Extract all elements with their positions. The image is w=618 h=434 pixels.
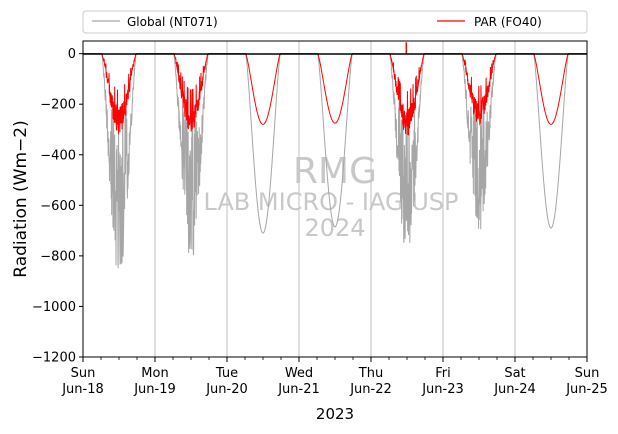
x-tick-label: Mon Jun-19 [133, 366, 176, 397]
legend: Global (NT071) PAR (FO40) [82, 10, 588, 34]
x-tick-label: Wed Jun-21 [277, 366, 320, 397]
x-tick-label: Sat Jun-24 [493, 366, 536, 397]
y-tick-label: −800 [40, 249, 76, 264]
x-tick-label: Fri Jun-23 [421, 366, 464, 397]
y-tick-label: −200 [40, 98, 76, 113]
series-par [83, 42, 587, 136]
x-tick-label: Tue Jun-20 [205, 366, 248, 397]
vertical-gridlines [154, 41, 516, 357]
y-tick-label: −400 [40, 148, 76, 163]
x-tick-label: Sun Jun-25 [565, 366, 608, 397]
watermark-line-1: RMG [293, 151, 377, 192]
y-tick-label: 0 [68, 47, 76, 62]
y-tick-label: −1000 [32, 300, 76, 315]
par-series-line [83, 53, 587, 136]
global-series-line [83, 53, 587, 269]
plot-area [83, 41, 587, 357]
legend-label-global: Global (NT071) [127, 15, 218, 29]
x-tick-label: Thu Jun-22 [349, 366, 392, 397]
x-axis-ticks: Sun Jun-18 Mon Jun-19 Tue Jun-20 Wed Jun-21 Thu J… [61, 357, 608, 397]
series-global [83, 53, 587, 269]
x-axis-label: 2023 [316, 405, 354, 423]
y-axis-label: Radiation (Wm−2) [11, 120, 31, 277]
y-tick-label: −1200 [32, 351, 76, 366]
y-axis-ticks: 0 −200 −400 −600 −800 −1000 −1200 [32, 47, 83, 366]
x-tick-label: Sun Jun-18 [61, 366, 104, 397]
legend-label-par: PAR (FO40) [474, 15, 542, 29]
legend-box [82, 10, 588, 34]
y-tick-label: −600 [40, 199, 76, 214]
watermark-line-3: 2024 [304, 214, 365, 242]
